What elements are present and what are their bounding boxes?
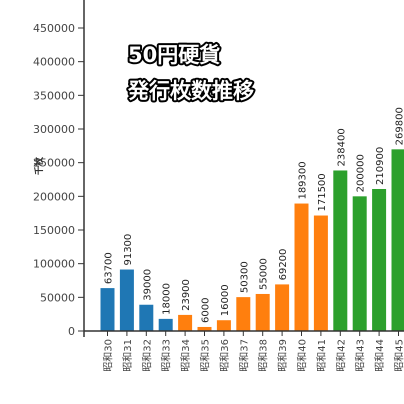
x-tick-label: 昭和34 xyxy=(180,339,192,372)
bar xyxy=(236,297,251,331)
bar xyxy=(372,188,387,331)
y-tick-label: 100000 xyxy=(33,258,75,271)
bar xyxy=(294,203,309,331)
x-tick-label: 昭和30 xyxy=(103,339,115,372)
data-label: 16000 xyxy=(220,284,231,316)
y-axis-title: 千枚 xyxy=(33,156,45,175)
data-label: 18000 xyxy=(162,283,173,315)
x-tick-label: 昭和40 xyxy=(297,339,309,372)
x-tick-label: 昭和38 xyxy=(258,339,270,372)
x-tick-label: 昭和35 xyxy=(200,339,212,372)
data-label: 50300 xyxy=(239,261,250,293)
bars-group xyxy=(100,149,404,331)
data-label: 55000 xyxy=(259,258,270,290)
y-tick-label: 300000 xyxy=(33,123,75,136)
data-label: 210900 xyxy=(375,147,386,185)
data-label: 63700 xyxy=(104,252,115,284)
bar xyxy=(216,320,231,331)
data-label: 189300 xyxy=(298,161,309,199)
x-tick-label: 昭和44 xyxy=(374,339,386,372)
bar xyxy=(119,269,134,331)
x-tick-label: 昭和36 xyxy=(219,339,231,372)
x-axis: 昭和30 昭和31 昭和32 昭和33 昭和34 昭和35 昭和36 昭和37 昭和38 昭和39… xyxy=(84,330,404,372)
y-tick-label: 450000 xyxy=(33,22,75,35)
bar xyxy=(255,293,270,331)
y-tick-label: 150000 xyxy=(33,224,75,237)
data-label: 23900 xyxy=(181,279,192,311)
bar xyxy=(158,318,173,331)
y-tick-label: 50000 xyxy=(40,291,75,304)
x-tick-label: 昭和43 xyxy=(355,339,367,372)
bar xyxy=(100,288,115,331)
bar xyxy=(352,196,367,331)
x-tick-label: 昭和39 xyxy=(277,339,289,372)
data-label: 39000 xyxy=(142,269,153,301)
y-tick-label: 250000 xyxy=(33,157,75,170)
y-tick-label: 350000 xyxy=(33,89,75,102)
bar xyxy=(139,304,154,331)
bar xyxy=(313,215,328,331)
bar xyxy=(178,314,193,331)
data-label: 171500 xyxy=(317,173,328,211)
chart-subtitle: 発行枚数推移 xyxy=(127,79,254,103)
y-tick-label: 0 xyxy=(68,325,75,338)
y-axis: 0 50000 100000 150000 200000 250000 300000 3500… xyxy=(33,0,85,338)
data-label: 6000 xyxy=(201,298,212,323)
bar xyxy=(275,284,290,331)
data-labels-group: 63700 91300 39000 18000 23900 6000 16000 50300 5… xyxy=(104,107,404,323)
bar xyxy=(333,170,348,331)
x-tick-label: 昭和31 xyxy=(122,339,134,372)
x-tick-label: 昭和32 xyxy=(141,339,153,372)
y-tick-label: 400000 xyxy=(33,56,75,69)
data-label: 238400 xyxy=(336,128,347,166)
y-tick-label: 200000 xyxy=(33,190,75,203)
chart-title: 50円硬貨 xyxy=(128,43,220,67)
data-label: 269800 xyxy=(395,107,404,145)
data-label: 91300 xyxy=(123,234,134,266)
data-label: 200000 xyxy=(356,154,367,192)
x-tick-label: 昭和45 xyxy=(394,339,404,372)
x-tick-label: 昭和41 xyxy=(316,339,328,372)
x-tick-label: 昭和33 xyxy=(161,339,173,372)
bar xyxy=(197,326,212,331)
x-tick-label: 昭和42 xyxy=(335,339,347,372)
bar xyxy=(391,149,404,331)
data-label: 69200 xyxy=(278,249,289,281)
x-tick-label: 昭和37 xyxy=(238,339,250,372)
